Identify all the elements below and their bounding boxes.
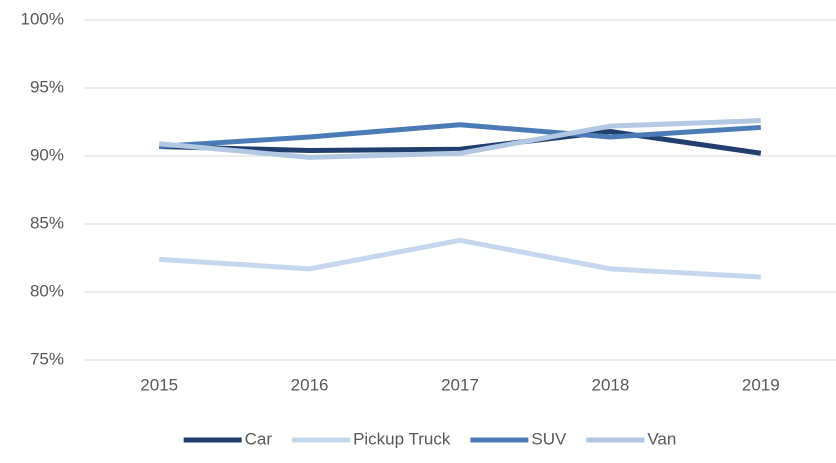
x-tick-label: 2018 xyxy=(591,375,629,394)
x-tick-label: 2019 xyxy=(742,375,780,394)
legend-label: Van xyxy=(647,429,676,448)
series-line xyxy=(159,122,761,149)
x-tick-label: 2015 xyxy=(140,375,178,394)
series-line xyxy=(158,118,761,160)
y-tick-label: 100% xyxy=(21,9,64,28)
y-tick-label: 85% xyxy=(30,213,64,232)
x-tick-label: 2016 xyxy=(291,375,329,394)
series-line xyxy=(159,129,762,156)
y-tick-label: 80% xyxy=(30,281,64,300)
legend-label: SUV xyxy=(531,429,567,448)
y-tick-label: 95% xyxy=(30,77,64,96)
legend-label: Car xyxy=(245,429,273,448)
x-tick-label: 2017 xyxy=(441,375,479,394)
y-tick-label: 75% xyxy=(30,349,64,368)
y-tick-label: 90% xyxy=(30,145,64,164)
legend-label: Pickup Truck xyxy=(353,429,451,448)
series-line xyxy=(159,237,761,280)
